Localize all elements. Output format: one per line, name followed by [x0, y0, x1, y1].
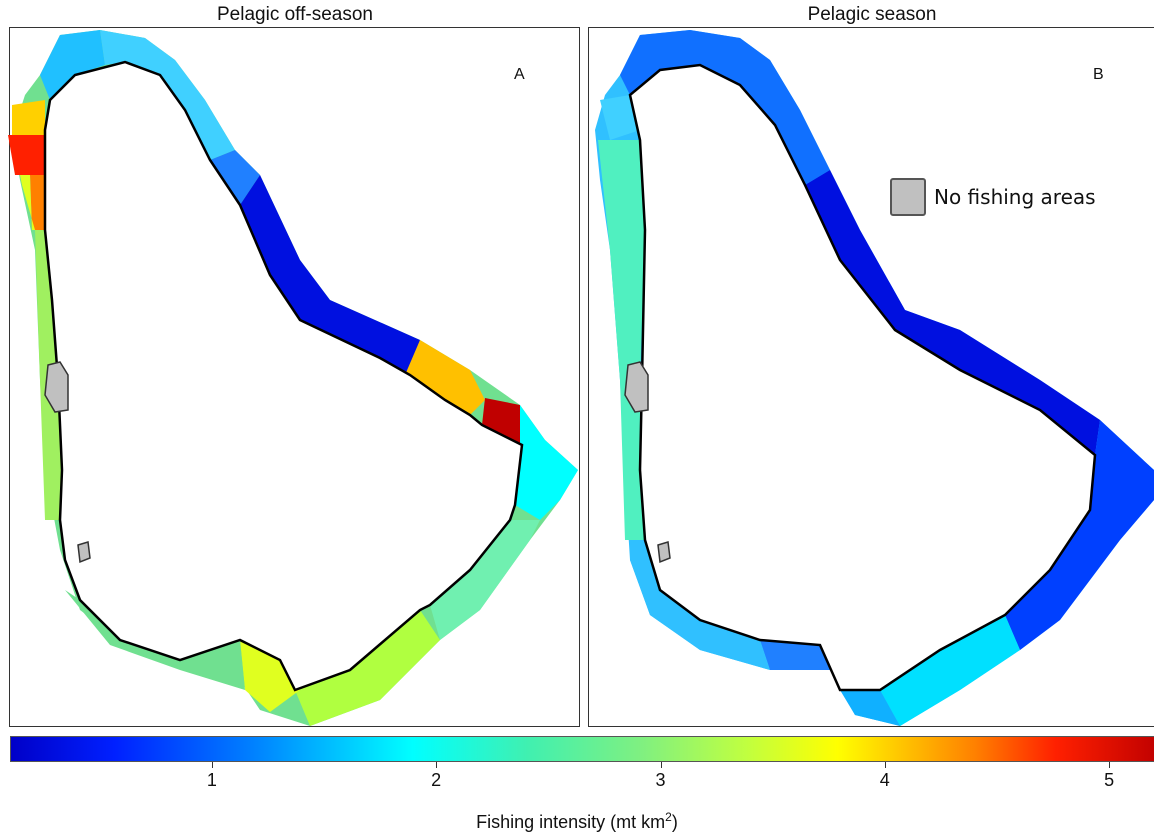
- zone-b-south-east: [880, 615, 1020, 726]
- zone-b-north: [620, 30, 830, 185]
- zone-b-west: [598, 140, 645, 540]
- zone-north-west-upper: [12, 100, 45, 140]
- zone-north-east: [100, 30, 235, 160]
- zone-east-orange: [405, 340, 485, 415]
- no-fishing-label: No fishing areas: [934, 185, 1096, 209]
- zone-northwest-yellow: [20, 175, 35, 230]
- colorbar-tick-label: 1: [206, 770, 217, 790]
- colorbar-tick-label: 3: [655, 770, 666, 790]
- island-land-b: [628, 63, 1097, 692]
- colorbar-tick: [211, 762, 213, 768]
- colorbar-tick-label: 5: [1104, 770, 1115, 790]
- colorbar-tick-label: 2: [431, 770, 442, 790]
- zone-south: [295, 610, 440, 726]
- zone-b-south: [760, 640, 830, 670]
- panel-a-label: A: [514, 66, 525, 83]
- zone-b-south-west: [630, 540, 770, 670]
- no-fishing-swatch: [890, 178, 926, 216]
- no-fishing-area-b-2: [657, 541, 671, 564]
- zone-south-tip: [240, 640, 300, 712]
- colorbar-tick: [1109, 762, 1111, 768]
- zone-south-east: [430, 520, 540, 640]
- zone-north-east-upper: [210, 150, 260, 205]
- zone-north-east-coast: [240, 175, 420, 375]
- colorbar-tick: [884, 762, 886, 768]
- zone-b-north-east-coast: [805, 170, 1100, 455]
- zone-east-tip: [515, 405, 578, 520]
- colorbar-tick: [436, 762, 438, 768]
- colorbar: [10, 736, 1154, 762]
- island-land-a: [43, 60, 524, 692]
- zone-b-east: [1005, 420, 1154, 650]
- zone-north-tip: [40, 30, 105, 100]
- colorbar-title: Fishing intensity (mt km2): [476, 810, 678, 832]
- zone-north-west-red: [8, 135, 48, 175]
- zone-south-west: [65, 590, 245, 690]
- panel-b-title: Pelagic season: [807, 4, 937, 25]
- zone-b-north-west: [600, 95, 640, 140]
- panel-a-title: Pelagic off-season: [217, 4, 373, 25]
- no-fishing-area-a-1: [44, 361, 69, 413]
- panel-b-label: B: [1093, 66, 1104, 83]
- zone-east-red: [482, 398, 522, 445]
- colorbar-tick: [660, 762, 662, 768]
- zone-b-south-tip: [840, 690, 900, 726]
- colorbar-tick-label: 4: [879, 770, 890, 790]
- no-fishing-legend: No fishing areas: [890, 178, 1096, 216]
- no-fishing-area-a-2: [77, 541, 91, 564]
- no-fishing-area-b-1: [624, 361, 649, 413]
- island-map-b: [595, 30, 1154, 726]
- island-map-a: [8, 30, 578, 726]
